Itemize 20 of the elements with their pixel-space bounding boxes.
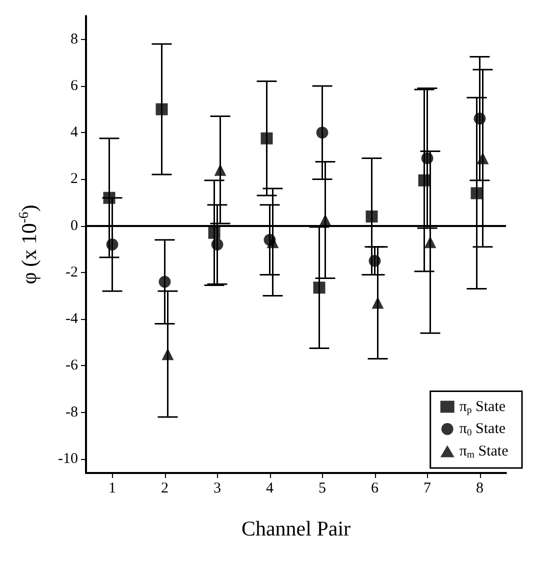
y-tick-label: -6 [66, 358, 78, 374]
y-tick-label: 4 [70, 124, 78, 141]
y-tick-label: 8 [70, 31, 78, 48]
y-tick-label: -4 [66, 311, 78, 328]
y-tick-label: -10 [58, 451, 78, 468]
x-axis-title: Channel Pair [241, 516, 351, 540]
y-tick-label: 0 [70, 218, 78, 234]
x-tick-label: 1 [108, 480, 116, 496]
x-tick-label: 2 [161, 480, 168, 496]
x-tick-label: 8 [476, 480, 484, 496]
y-tick-label: 2 [70, 171, 78, 188]
y-axis-title: φ (x 10-6) [16, 204, 41, 284]
x-tick-label: 6 [371, 480, 379, 496]
x-tick-label: 7 [424, 480, 432, 496]
y-tick-label: -8 [66, 404, 78, 420]
y-tick-label: 6 [70, 78, 78, 94]
x-tick-label: 4 [266, 480, 274, 496]
x-tick-label: 5 [318, 480, 326, 496]
y-tick-label: -2 [66, 264, 78, 280]
x-tick-label: 3 [214, 480, 221, 496]
